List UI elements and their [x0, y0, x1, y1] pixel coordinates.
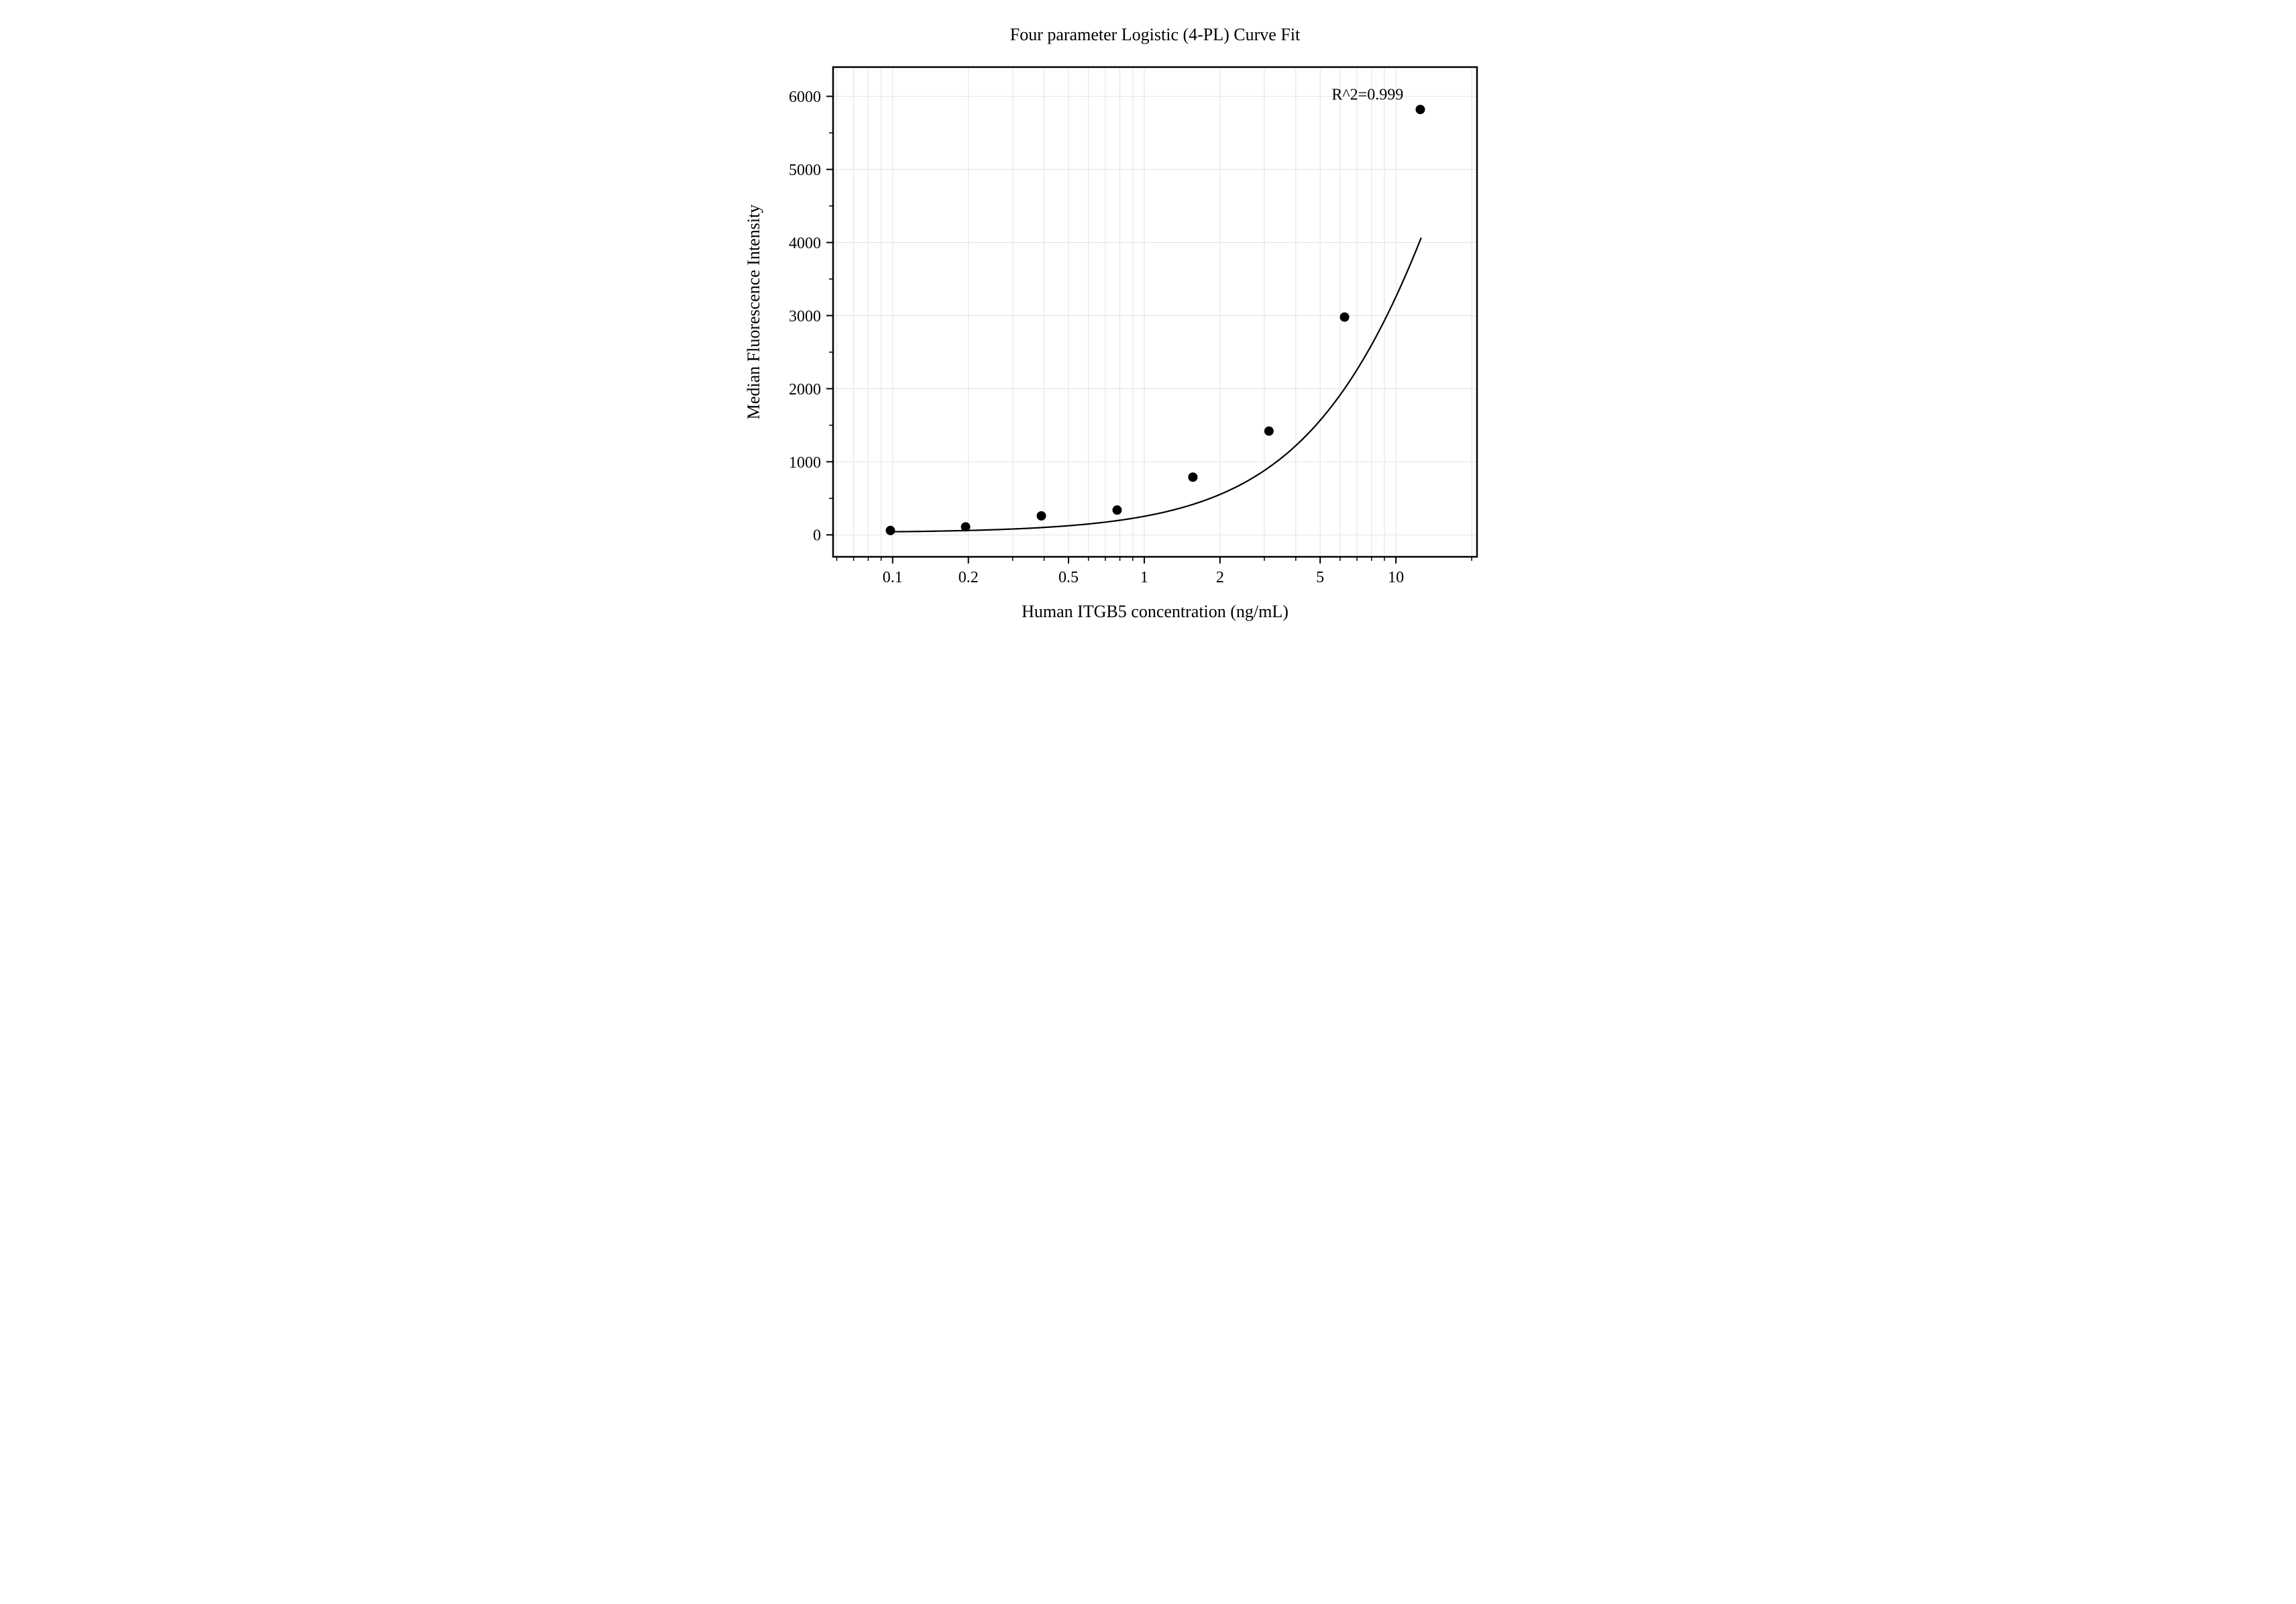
x-axis-label: Human ITGB5 concentration (ng/mL) — [1022, 602, 1289, 621]
y-tick-label: 4000 — [789, 235, 821, 252]
y-tick-label: 0 — [813, 527, 821, 545]
x-tick-label: 5 — [1316, 569, 1324, 586]
x-tick-label: 0.5 — [1058, 569, 1078, 586]
y-tick-label: 1000 — [789, 454, 821, 472]
data-point — [885, 526, 895, 535]
x-axis-ticks: 0.1 1 10 0.2 0.5 2 5 — [836, 557, 1472, 586]
x-tick-label: 0.2 — [958, 569, 978, 586]
x-tick-label: 10 — [1388, 569, 1404, 586]
fit-curve — [887, 237, 1421, 531]
chart-container: 0.1 1 10 0.2 0.5 2 5 0 1000 2000 3000 4000 5000 6000 F… — [639, 0, 1658, 712]
y-tick-label: 5000 — [789, 162, 821, 179]
data-point — [1264, 427, 1273, 436]
x-tick-label: 0.1 — [882, 569, 902, 586]
r-squared-annotation: R^2=0.999 — [1331, 87, 1403, 104]
data-point — [1415, 105, 1425, 114]
chart-title: Four parameter Logistic (4-PL) Curve Fit — [1009, 25, 1300, 44]
grid — [833, 67, 1477, 557]
data-point — [1036, 511, 1046, 521]
data-point — [1112, 505, 1122, 515]
plot-border — [833, 67, 1477, 557]
y-axis-label: Median Fluorescence Intensity — [744, 205, 763, 420]
y-tick-label: 3000 — [789, 308, 821, 325]
data-point — [1188, 472, 1197, 482]
x-tick-label: 1 — [1140, 569, 1148, 586]
chart-svg: 0.1 1 10 0.2 0.5 2 5 0 1000 2000 3000 4000 5000 6000 F… — [639, 0, 1658, 712]
y-tick-label: 2000 — [789, 381, 821, 398]
x-tick-label: 2 — [1215, 569, 1223, 586]
y-tick-label: 6000 — [789, 89, 821, 106]
data-point — [1340, 313, 1349, 322]
data-point — [961, 522, 970, 531]
y-axis-ticks: 0 1000 2000 3000 4000 5000 6000 — [789, 89, 833, 545]
